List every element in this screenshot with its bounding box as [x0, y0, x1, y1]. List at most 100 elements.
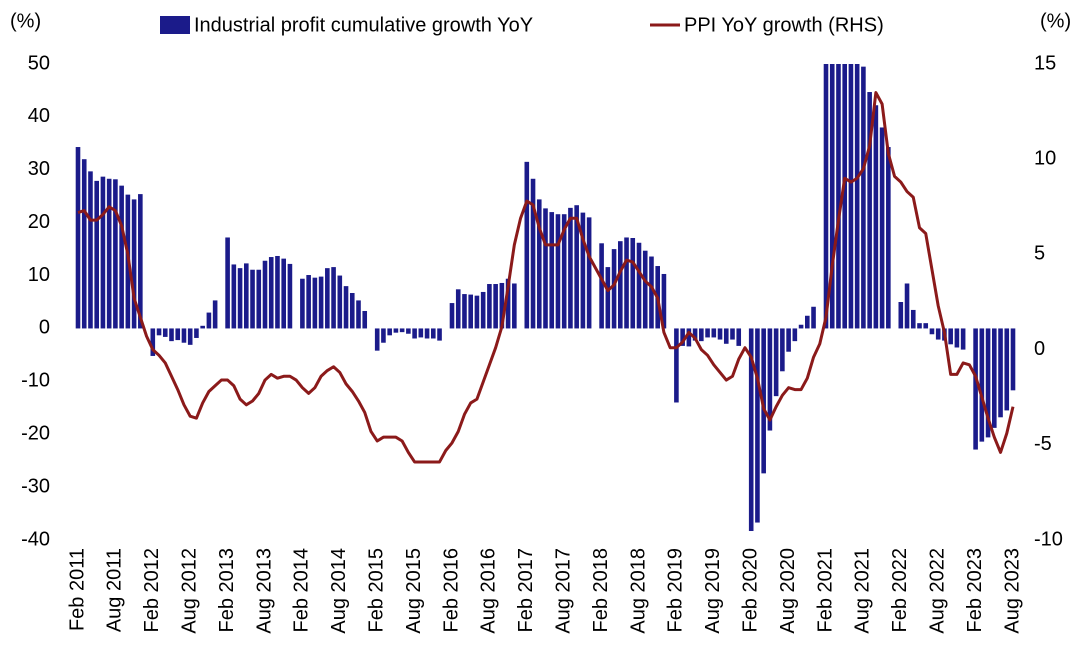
bar: [636, 242, 642, 329]
bar: [761, 328, 766, 474]
y2-tick-label: -5: [1034, 433, 1052, 455]
bar: [898, 302, 904, 329]
x-tick-label: Feb 2023: [964, 548, 986, 633]
bar: [730, 328, 735, 340]
bar: [412, 328, 417, 339]
bar: [979, 328, 985, 442]
bar: [935, 328, 941, 340]
y2-axis-label: (%): [1040, 10, 1071, 32]
x-tick-label: Aug 2022: [926, 548, 948, 634]
bar: [717, 328, 723, 340]
bar: [337, 275, 343, 329]
bar: [331, 267, 336, 329]
bar: [642, 250, 648, 329]
x-tick-label: Feb 2012: [141, 548, 163, 633]
y-axis-label: (%): [10, 10, 41, 32]
bar: [829, 64, 835, 329]
bar: [611, 249, 617, 329]
bar: [505, 278, 511, 329]
bar: [773, 328, 779, 397]
bar: [493, 284, 498, 329]
bar: [574, 205, 579, 329]
bar: [792, 328, 798, 342]
bar: [162, 328, 168, 337]
x-tick-label: Aug 2017: [552, 548, 574, 634]
bar: [699, 328, 704, 342]
line: [77, 91, 1015, 464]
x-tick-label: Aug 2020: [777, 548, 799, 634]
bar: [805, 315, 810, 329]
bar: [150, 328, 156, 356]
bar: [169, 328, 174, 342]
bar: [867, 92, 872, 329]
bar: [393, 328, 399, 333]
bar: [530, 178, 536, 329]
bar: [929, 328, 935, 335]
bar: [287, 263, 293, 329]
bar: [879, 127, 885, 329]
bar: [886, 147, 891, 329]
bar: [985, 328, 991, 438]
bar: [381, 328, 386, 343]
bar: [181, 328, 187, 343]
bar: [954, 328, 960, 348]
bar: [861, 66, 866, 329]
bar: [325, 268, 330, 329]
bar: [854, 64, 860, 329]
bar: [536, 199, 542, 329]
bar: [318, 276, 324, 329]
bar: [973, 328, 978, 450]
bar: [917, 323, 922, 329]
bar: [736, 328, 742, 346]
bar: [281, 258, 286, 329]
bar: [960, 328, 966, 350]
bar: [231, 264, 237, 329]
y-tick-label: 50: [28, 52, 50, 74]
x-tick-label: Feb 2011: [66, 548, 88, 631]
x-tick-label: Feb 2016: [440, 548, 462, 633]
bar: [237, 268, 243, 329]
bar: [549, 212, 555, 329]
bar: [823, 64, 829, 329]
y-tick-label: 10: [28, 264, 50, 286]
bar: [561, 214, 567, 329]
bar: [462, 294, 467, 329]
bar: [618, 241, 623, 329]
bar: [431, 328, 436, 339]
x-tick-label: Aug 2018: [627, 548, 649, 634]
bar: [904, 283, 910, 329]
y-tick-label: 30: [28, 158, 50, 180]
bar: [156, 328, 162, 336]
y2-tick-label: 0: [1034, 338, 1045, 360]
bar: [543, 208, 548, 329]
plot-area: [75, 64, 1016, 532]
bar: [206, 312, 212, 329]
bar: [748, 328, 754, 532]
bar: [923, 323, 929, 329]
bar: [225, 237, 230, 329]
x-tick-label: Aug 2021: [852, 548, 874, 634]
x-tick-label: Aug 2012: [178, 548, 200, 634]
bar: [131, 199, 137, 329]
bar: [586, 217, 592, 329]
bar: [187, 328, 193, 345]
x-tick-label: Feb 2014: [291, 548, 313, 633]
bar: [119, 185, 124, 329]
x-tick-label: Aug 2013: [253, 548, 275, 634]
x-tick-label: Aug 2014: [328, 548, 350, 634]
bar: [244, 263, 249, 329]
y-tick-label: 0: [39, 317, 50, 339]
y-tick-label: -40: [21, 528, 50, 550]
bar: [200, 325, 205, 329]
x-tick-label: Feb 2021: [814, 548, 836, 633]
bar: [755, 328, 760, 523]
bar: [449, 303, 455, 329]
bar: [848, 64, 854, 329]
bar: [512, 283, 517, 329]
x-tick-label: Feb 2017: [515, 548, 537, 633]
y-tick-label: 40: [28, 105, 50, 127]
bar: [680, 328, 685, 346]
bar: [88, 171, 93, 329]
x-tick-label: Aug 2023: [1001, 548, 1023, 634]
